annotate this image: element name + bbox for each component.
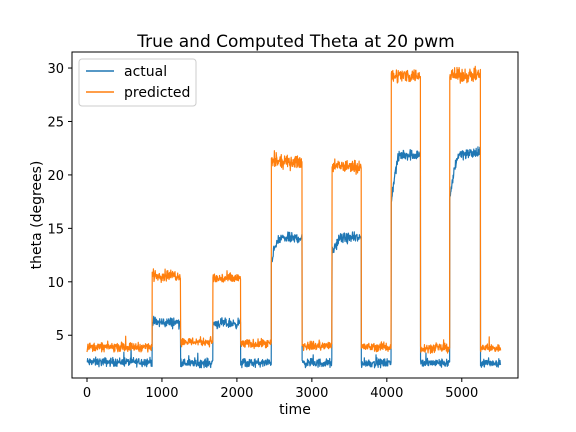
series-line-actual	[86, 146, 502, 369]
x-axis-ticks: 0 1000 2000 3000 4000 5000	[83, 378, 478, 401]
y-tick-label: 30	[47, 62, 64, 77]
legend: actual predicted	[78, 58, 197, 107]
x-tick-label: 0	[83, 386, 91, 401]
x-tick-label: 3000	[295, 386, 328, 401]
legend-label-actual: actual	[124, 64, 167, 80]
y-tick-label: 25	[47, 115, 64, 130]
x-axis-label: time	[279, 402, 311, 418]
y-tick-label: 5	[56, 329, 64, 344]
x-tick-label: 2000	[220, 386, 253, 401]
y-axis-ticks: 5 10 15 20 25 30	[47, 62, 72, 344]
series-line-predicted	[86, 65, 502, 355]
chart-title: True and Computed Theta at 20 pwm	[136, 32, 455, 52]
y-tick-label: 15	[47, 222, 64, 237]
legend-label-predicted: predicted	[124, 85, 190, 101]
plot-frame	[71, 51, 519, 379]
series-layer	[86, 65, 502, 369]
x-tick-label: 5000	[445, 386, 478, 401]
y-axis-label: theta (degrees)	[29, 161, 45, 270]
y-tick-label: 20	[47, 169, 64, 184]
x-tick-label: 4000	[370, 386, 403, 401]
x-tick-label: 1000	[145, 386, 178, 401]
y-tick-label: 10	[47, 276, 64, 291]
